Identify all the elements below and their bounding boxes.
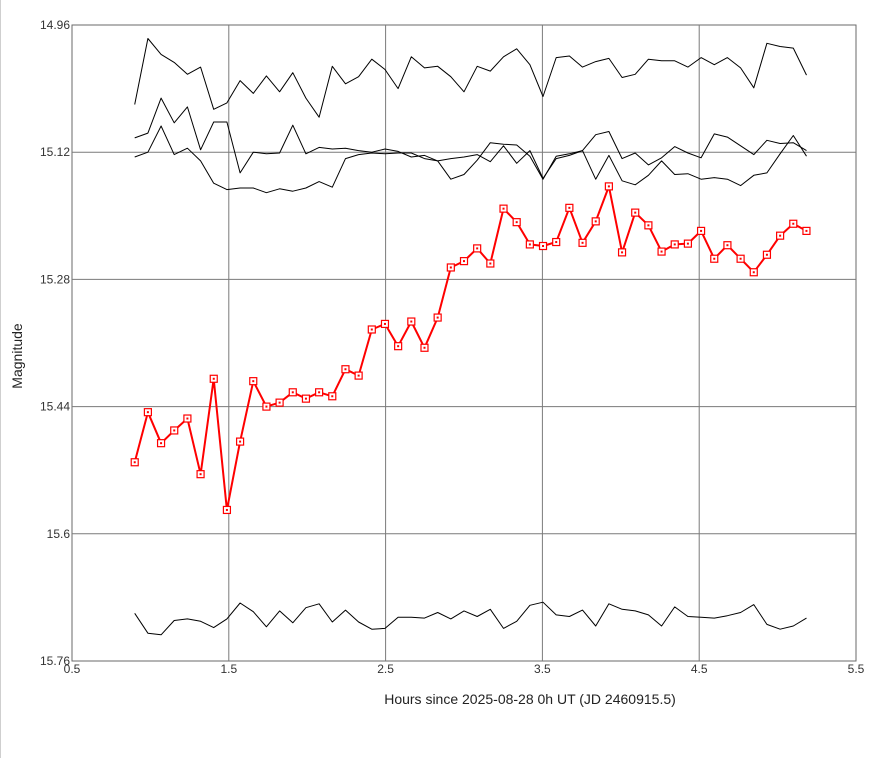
target-data-point-center [160,442,163,445]
target-data-point-center [476,247,479,250]
target-data-point-center [792,222,795,225]
x-tick-label: 0.5 [64,662,81,676]
target-data-point-center [186,417,189,420]
target-data-point-center [225,508,228,511]
target-data-point-center [739,257,742,260]
target-data-point-center [568,206,571,209]
target-data-point-center [555,241,558,244]
series-group [130,38,811,636]
target-data-point-center [278,401,281,404]
target-data-point-center [212,377,215,380]
target-data-point-center [344,368,347,371]
x-tick-label: 3.5 [534,662,551,676]
target-series-line [133,185,807,511]
target-data-point-center [383,322,386,325]
x-tick-label: 2.5 [377,662,394,676]
target-data-point-center [357,374,360,377]
target-data-point-center [673,243,676,246]
target-data-point-center [621,251,624,254]
target-data-point-center [291,391,294,394]
target-data-point-center [489,262,492,265]
target-data-point-center [423,346,426,349]
comparison-series-line-2 [134,125,807,194]
target-data-point-center [173,429,176,432]
target-data-point-center [133,461,136,464]
y-tick-label: 15.12 [40,145,70,159]
target-data-point-center [304,397,307,400]
target-data-point-center [502,207,505,210]
target-data-point-center [397,345,400,348]
y-tick-labels: 14.96 15.12 15.28 15.44 15.6 15.76 [40,18,70,668]
plot-area [71,24,857,662]
target-data-point-center [634,211,637,214]
target-data-point-center [581,241,584,244]
y-tick-label: 15.44 [40,400,70,414]
y-tick-label: 14.96 [40,18,70,32]
grid-lines [72,25,856,661]
target-data-point-center [686,242,689,245]
target-data-point-center [752,271,755,274]
target-data-point-center [463,260,465,263]
target-data-point-center [318,391,321,394]
target-data-point-center [805,229,808,232]
target-data-point-center [515,221,518,224]
target-data-point-center [765,253,768,256]
target-data-point-center [647,224,650,227]
target-data-point-center [726,244,729,247]
target-data-point-center [528,243,531,246]
target-data-point-center [252,380,255,383]
target-data-point-center [265,405,268,408]
comparison-series-line-1 [134,97,807,180]
target-data-point-center [779,234,782,237]
y-tick-label: 15.28 [40,272,70,286]
target-data-point-center [713,257,716,260]
x-tick-labels: 0.5 1.5 2.5 3.5 4.5 5.5 [64,662,865,676]
target-data-point-center [199,473,202,476]
y-tick-label: 15.76 [40,654,70,668]
x-tick-label: 4.5 [691,662,708,676]
target-data-point-center [542,245,545,248]
target-data-point-center [700,229,703,232]
target-data-point-center [146,411,149,414]
x-axis-label: Hours since 2025-08-28 0h UT (JD 2460915… [384,691,676,707]
target-data-point-center [436,316,439,319]
target-data-point-center [331,395,334,398]
target-data-point-center [449,266,452,269]
target-data-point-center [370,328,373,331]
target-data-point-center [607,185,610,188]
y-tick-label: 15.6 [47,527,71,541]
y-axis-label: Magnitude [9,323,25,389]
target-data-point-center [594,220,597,223]
target-data-point-center [660,250,663,253]
x-tick-label: 1.5 [220,662,237,676]
comparison-series-line-3 [134,601,807,636]
target-data-point-center [239,440,242,443]
page-left-border [0,0,1,758]
target-data-point-center [410,320,413,323]
comparison-series-line-0 [134,38,807,118]
x-tick-label: 5.5 [848,662,865,676]
